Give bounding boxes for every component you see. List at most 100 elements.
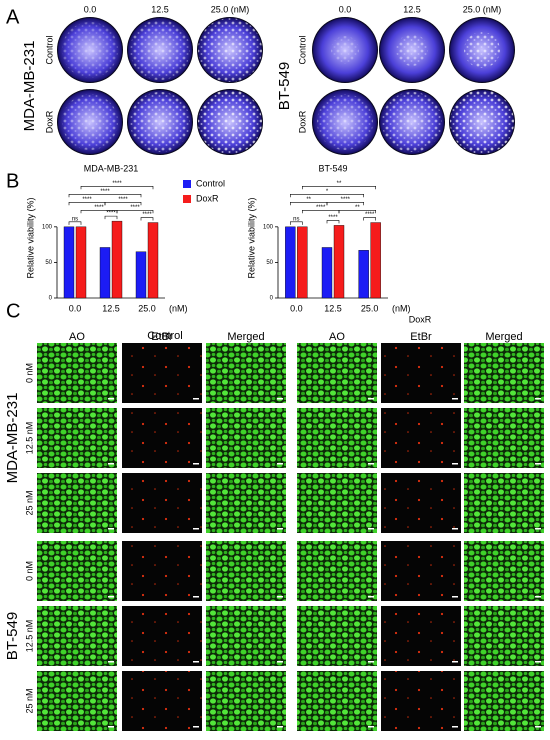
micrograph xyxy=(122,408,202,468)
dose-label: 25 nM xyxy=(24,688,34,713)
micrograph xyxy=(464,343,544,403)
column-header: 25.0 (nM) xyxy=(463,4,502,14)
chart-title: MDA-MB-231 xyxy=(84,163,139,173)
bar xyxy=(358,250,369,299)
dish-colonies xyxy=(198,18,262,82)
scale-bar xyxy=(277,463,283,465)
scale-bar xyxy=(452,398,458,400)
scale-bar xyxy=(108,398,114,400)
micrograph xyxy=(381,541,461,601)
dish-colonies xyxy=(62,94,118,150)
micrograph xyxy=(206,671,286,731)
significance-bracket xyxy=(104,215,118,220)
significance-bracket xyxy=(140,217,154,221)
significance-label: ** xyxy=(337,181,342,187)
dish-colonies xyxy=(450,90,514,154)
column-header: 0.0 xyxy=(339,4,352,14)
scale-bar xyxy=(535,528,541,530)
stain-header: EtBr xyxy=(151,331,173,343)
scale-bar xyxy=(193,398,199,400)
micrograph xyxy=(381,671,461,731)
column-header: 12.5 xyxy=(151,4,169,14)
micrograph xyxy=(37,606,117,666)
dose-label: 25 nM xyxy=(24,490,34,515)
scale-bar xyxy=(535,596,541,598)
significance-bracket xyxy=(326,220,340,224)
x-unit: (nM) xyxy=(392,303,411,313)
micrograph xyxy=(37,408,117,468)
y-tick-label: 50 xyxy=(45,260,52,266)
significance-label: * xyxy=(326,189,329,195)
bar xyxy=(111,220,123,299)
significance-label: **** xyxy=(130,205,140,211)
bar xyxy=(285,226,296,299)
significance-label: **** xyxy=(142,212,152,218)
scale-bar xyxy=(535,726,541,728)
x-tick-label: 0.0 xyxy=(290,303,303,313)
x-tick-label: 25.0 xyxy=(361,303,379,313)
cell-line-label: BT-549 xyxy=(276,62,293,110)
panel-label: B xyxy=(6,170,19,192)
scale-bar xyxy=(535,398,541,400)
bar xyxy=(370,222,381,299)
micrograph xyxy=(381,343,461,403)
significance-label: ns xyxy=(72,216,78,222)
micrograph xyxy=(37,473,117,533)
group-label: Control xyxy=(147,330,182,342)
cell-line-label: BT-549 xyxy=(4,612,21,660)
scale-bar xyxy=(368,398,374,400)
micrograph xyxy=(297,408,377,468)
bar xyxy=(147,222,159,299)
scale-bar xyxy=(108,596,114,598)
significance-bracket xyxy=(338,209,376,214)
micrograph xyxy=(464,473,544,533)
x-tick-label: 12.5 xyxy=(102,303,120,313)
significance-label: ** xyxy=(306,197,311,203)
scale-bar xyxy=(277,398,283,400)
scale-bar xyxy=(535,463,541,465)
dish-colonies xyxy=(317,94,373,150)
dose-label: 12.5 nM xyxy=(24,620,34,653)
x-unit: (nM) xyxy=(169,303,188,313)
micrograph xyxy=(122,671,202,731)
micrograph xyxy=(464,671,544,731)
row-label: Control xyxy=(44,35,54,64)
significance-bracket xyxy=(68,193,142,198)
significance-bracket xyxy=(363,217,376,221)
scale-bar xyxy=(535,661,541,663)
column-header: 0.0 xyxy=(84,4,97,14)
dish-colonies xyxy=(130,92,190,152)
dish-colonies xyxy=(198,90,262,154)
micrograph xyxy=(464,541,544,601)
stain-header: Merged xyxy=(227,331,264,343)
scale-bar xyxy=(193,463,199,465)
micrograph xyxy=(37,343,117,403)
dish-colonies xyxy=(382,92,442,152)
micrograph xyxy=(206,473,286,533)
stain-header: AO xyxy=(69,331,85,343)
legend-label: DoxR xyxy=(196,193,219,203)
significance-bracket xyxy=(326,201,364,206)
y-tick-label: 0 xyxy=(49,296,53,302)
significance-bracket xyxy=(116,209,154,214)
x-tick-label: 12.5 xyxy=(324,303,342,313)
panel-label: C xyxy=(6,300,20,322)
dish-colonies xyxy=(331,36,359,64)
significance-label: **** xyxy=(341,197,351,203)
micrograph xyxy=(122,541,202,601)
bar xyxy=(321,247,333,299)
micrograph xyxy=(381,606,461,666)
group-label: DoxR xyxy=(409,314,432,324)
y-tick-label: 0 xyxy=(270,296,274,302)
micrograph xyxy=(297,671,377,731)
dish-colonies xyxy=(62,22,118,78)
scale-bar xyxy=(368,661,374,663)
micrograph xyxy=(206,408,286,468)
dose-label: 0 nM xyxy=(24,363,34,383)
y-axis-label: Relative viability (%) xyxy=(25,197,35,278)
scale-bar xyxy=(452,661,458,663)
significance-label: **** xyxy=(365,212,375,218)
scale-bar xyxy=(452,463,458,465)
micrograph xyxy=(381,408,461,468)
significance-label: **** xyxy=(94,205,104,211)
